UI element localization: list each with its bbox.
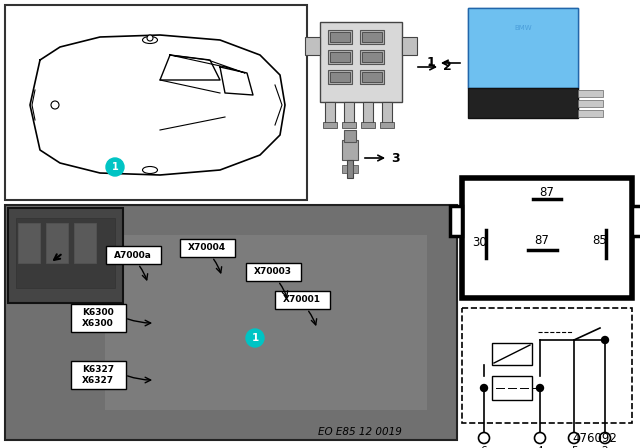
Bar xyxy=(8,208,123,303)
Bar xyxy=(246,263,301,281)
Text: 5: 5 xyxy=(571,446,577,448)
Bar xyxy=(468,88,578,118)
Bar xyxy=(330,32,350,42)
Bar xyxy=(16,218,115,288)
Bar xyxy=(361,122,375,128)
Text: A7000a: A7000a xyxy=(114,250,152,259)
Circle shape xyxy=(106,158,124,176)
Bar xyxy=(362,52,382,62)
Text: 87: 87 xyxy=(534,234,549,247)
Circle shape xyxy=(481,384,488,392)
Bar xyxy=(363,102,373,124)
Bar xyxy=(380,122,394,128)
Bar xyxy=(344,130,356,142)
Text: 30: 30 xyxy=(472,237,488,250)
Bar xyxy=(578,110,603,117)
Bar xyxy=(342,140,358,160)
Bar xyxy=(382,102,392,124)
Bar xyxy=(462,308,632,423)
Text: 3: 3 xyxy=(391,151,399,164)
Bar xyxy=(305,37,320,55)
Circle shape xyxy=(147,35,153,41)
Text: X70004: X70004 xyxy=(188,244,226,253)
Text: X70003: X70003 xyxy=(254,267,292,276)
Bar xyxy=(71,304,126,332)
Bar xyxy=(492,376,532,400)
Bar xyxy=(180,239,235,257)
Bar xyxy=(342,165,347,173)
Circle shape xyxy=(51,101,59,109)
Text: EO E85 12 0019: EO E85 12 0019 xyxy=(318,427,402,437)
Bar xyxy=(5,205,457,440)
Bar xyxy=(362,32,382,42)
Circle shape xyxy=(568,432,579,444)
Circle shape xyxy=(536,384,543,392)
Text: 1: 1 xyxy=(111,162,118,172)
Bar xyxy=(325,102,335,124)
Text: K6300
X6300: K6300 X6300 xyxy=(82,308,114,328)
Circle shape xyxy=(534,432,545,444)
Ellipse shape xyxy=(143,167,157,173)
Bar xyxy=(462,178,632,298)
Bar xyxy=(275,291,330,309)
Bar xyxy=(105,235,427,410)
Bar xyxy=(353,165,358,173)
Bar xyxy=(360,30,384,44)
Text: 6: 6 xyxy=(481,446,487,448)
Text: 1: 1 xyxy=(426,56,435,69)
Bar xyxy=(106,246,161,264)
Bar xyxy=(450,206,462,236)
Bar xyxy=(347,160,353,178)
Bar xyxy=(468,8,578,88)
Bar xyxy=(492,343,532,365)
Bar xyxy=(360,50,384,64)
Ellipse shape xyxy=(143,36,157,43)
Bar xyxy=(71,361,126,389)
Bar xyxy=(344,102,354,124)
Bar xyxy=(360,70,384,84)
Text: 1: 1 xyxy=(252,333,259,343)
Text: BMW: BMW xyxy=(514,25,532,31)
Circle shape xyxy=(600,432,611,444)
Text: 2: 2 xyxy=(443,60,452,73)
Circle shape xyxy=(602,336,609,344)
Bar xyxy=(320,22,402,102)
Bar xyxy=(402,37,417,55)
Bar xyxy=(74,223,96,263)
Text: 2: 2 xyxy=(602,446,608,448)
Bar xyxy=(330,52,350,62)
Bar xyxy=(5,5,307,200)
Bar xyxy=(632,206,640,236)
Bar xyxy=(328,50,352,64)
Bar xyxy=(323,122,337,128)
Text: 87: 87 xyxy=(540,185,554,198)
Bar xyxy=(578,90,603,97)
Text: 4: 4 xyxy=(537,446,543,448)
Bar xyxy=(362,72,382,82)
Bar xyxy=(18,223,40,263)
Text: X70001: X70001 xyxy=(283,296,321,305)
Bar xyxy=(330,72,350,82)
Bar xyxy=(578,100,603,107)
Text: 85: 85 xyxy=(593,234,607,247)
Circle shape xyxy=(246,329,264,347)
Bar xyxy=(328,30,352,44)
Bar xyxy=(328,70,352,84)
Text: 476092: 476092 xyxy=(573,431,618,444)
Bar xyxy=(46,223,68,263)
Bar xyxy=(468,8,578,88)
Circle shape xyxy=(479,432,490,444)
Text: K6327
X6327: K6327 X6327 xyxy=(82,365,114,385)
Bar xyxy=(342,122,356,128)
